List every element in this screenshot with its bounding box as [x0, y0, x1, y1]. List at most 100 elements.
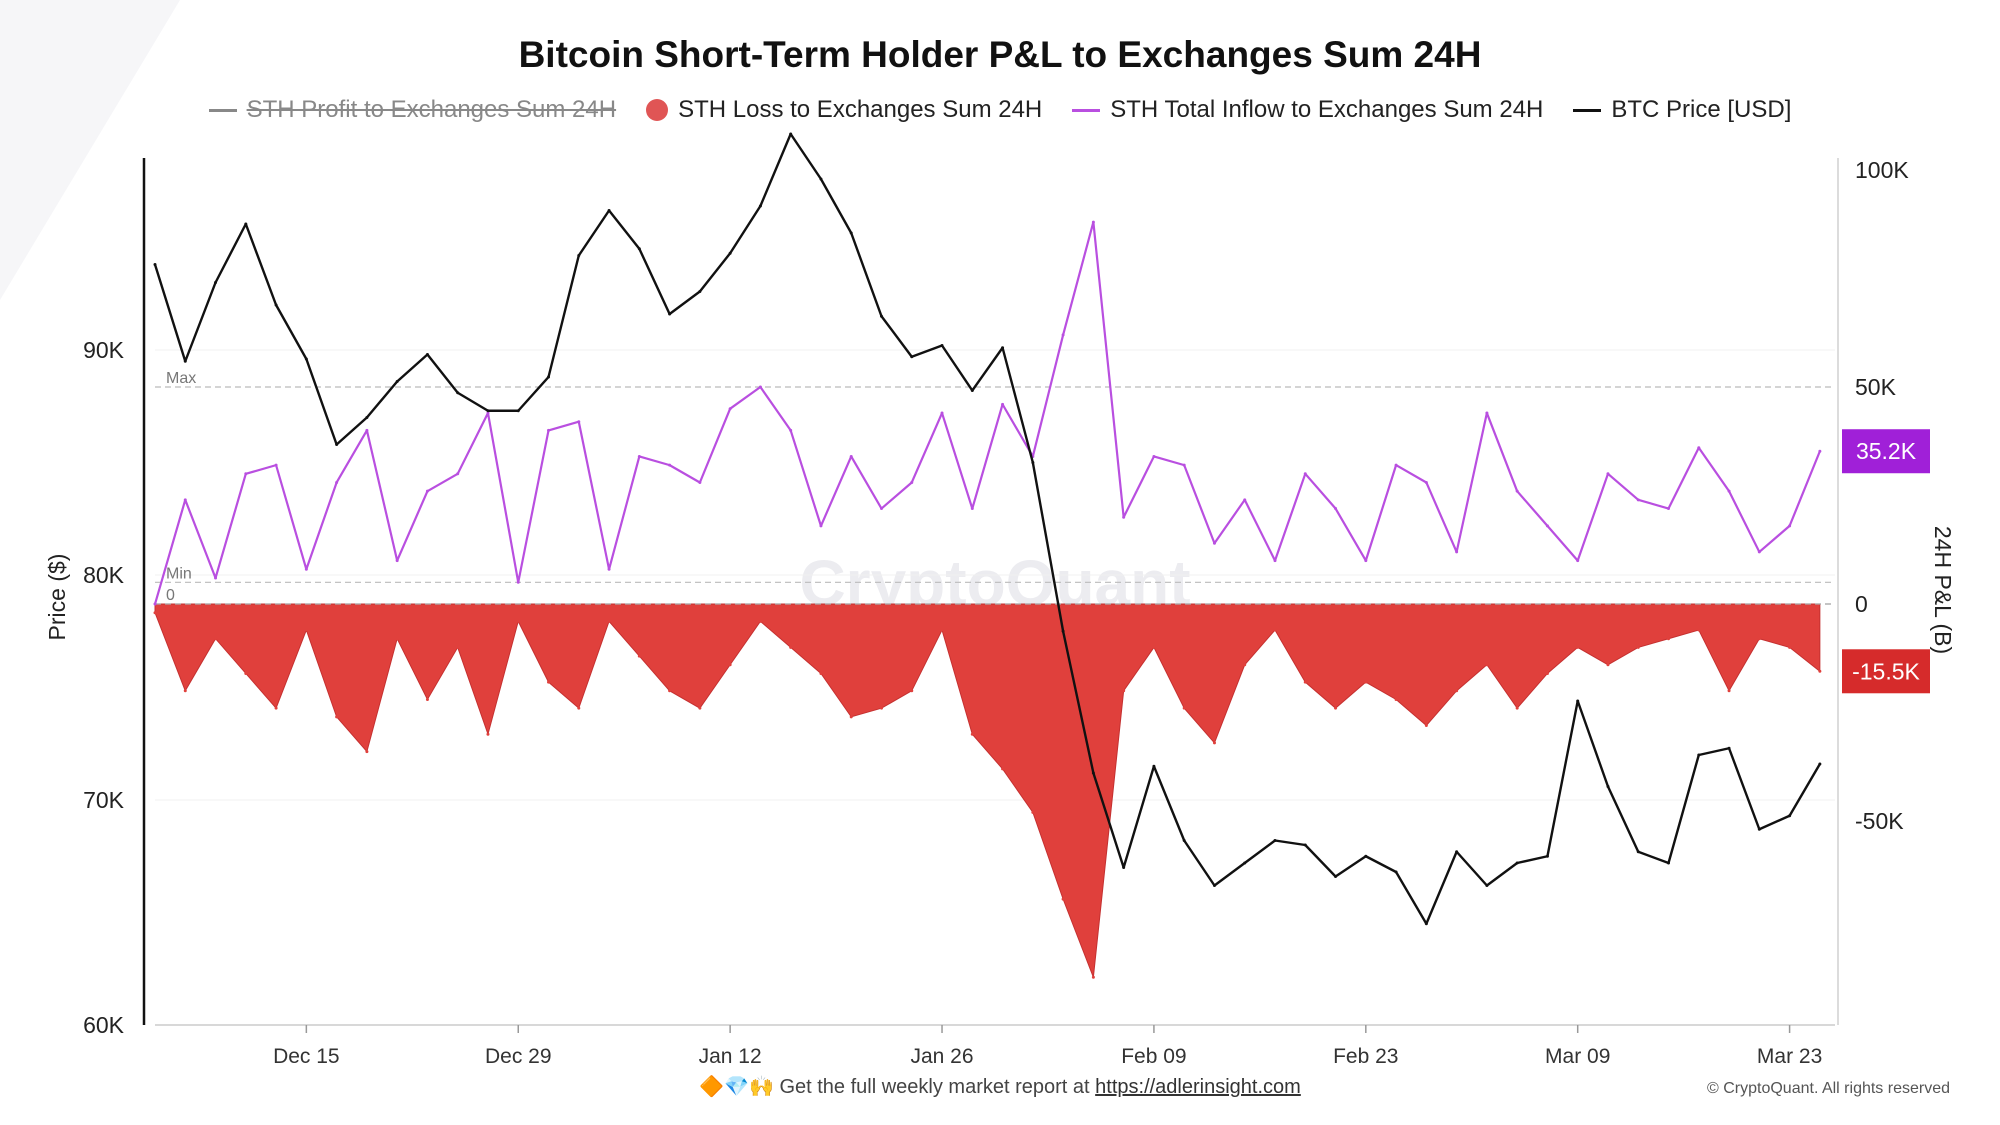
loss-data-point — [1061, 897, 1065, 901]
loss-data-point — [1667, 637, 1671, 641]
price-data-point — [547, 375, 551, 379]
price-data-point — [486, 409, 490, 413]
loss-data-point — [1152, 645, 1156, 649]
inflow-data-point — [819, 524, 823, 528]
inflow-data-point — [1364, 559, 1368, 563]
loss-data-point — [970, 732, 974, 736]
legend-swatch-line — [1573, 108, 1602, 112]
loss-data-point — [668, 689, 672, 693]
series-sth-loss-area[interactable] — [154, 603, 1821, 978]
price-data-point — [365, 416, 369, 419]
legend-item-sth-loss[interactable]: STH Loss to Exchanges Sum 24H — [646, 96, 1042, 124]
loss-data-point — [1364, 680, 1368, 684]
inflow-data-point — [1485, 411, 1489, 415]
loss-data-point — [1122, 689, 1126, 693]
price-data-point — [1334, 875, 1338, 878]
price-data-point — [577, 254, 581, 257]
inflow-data-point — [698, 480, 702, 484]
price-data-point — [940, 344, 944, 347]
loss-data-point — [849, 715, 853, 719]
inflow-data-point — [1243, 498, 1247, 502]
inflow-data-point — [1424, 480, 1428, 484]
price-data-point — [1485, 884, 1489, 887]
price-data-point — [1515, 861, 1519, 865]
loss-data-point — [456, 645, 460, 649]
price-data-point — [758, 204, 762, 208]
loss-data-point — [577, 706, 581, 710]
legend-swatch-line — [208, 108, 237, 112]
loss-data-point — [1031, 810, 1035, 814]
price-data-point — [607, 209, 611, 212]
reference-line-label: Min — [166, 565, 192, 582]
loss-data-point — [728, 663, 732, 667]
series-sth-inflow-line[interactable] — [153, 220, 1821, 605]
inflow-data-point — [274, 463, 278, 467]
loss-data-point — [698, 706, 702, 710]
inflow-data-point — [879, 507, 883, 511]
loss-data-point — [1636, 645, 1640, 649]
legend-label: STH Loss to Exchanges Sum 24H — [678, 96, 1043, 123]
loss-data-point — [425, 697, 429, 701]
inflow-data-point — [1061, 333, 1065, 337]
inflow-data-point — [365, 428, 369, 432]
price-data-point — [1576, 699, 1580, 703]
inflow-data-point — [547, 428, 551, 432]
footer: 🔶💎🙌 Get the full weekly market report at… — [0, 1074, 2000, 1099]
inflow-data-point — [425, 489, 429, 493]
inflow-data-point — [789, 428, 793, 432]
legend-item-sth-profit[interactable]: STH Profit to Exchanges Sum 24H — [208, 96, 616, 124]
loss-data-point — [486, 732, 490, 736]
loss-data-point — [214, 637, 218, 641]
inflow-data-point — [970, 507, 974, 511]
inflow-data-point — [1788, 524, 1792, 528]
price-data-point — [335, 443, 339, 446]
inflow-data-point — [1273, 559, 1277, 563]
loss-data-point — [1424, 724, 1428, 728]
inflow-data-point — [1001, 402, 1005, 406]
x-tick-label: Feb 23 — [1333, 1045, 1398, 1068]
price-data-point — [1152, 764, 1156, 768]
legend-swatch-line — [1072, 108, 1101, 112]
loss-data-point — [879, 706, 883, 710]
legend-swatch-dot — [646, 99, 669, 121]
price-data-point — [970, 389, 974, 392]
price-data-point — [1122, 866, 1126, 869]
loss-data-point — [244, 671, 248, 675]
inflow-data-point — [1152, 454, 1156, 458]
price-data-point — [425, 353, 429, 356]
loss-data-point — [335, 715, 339, 719]
price-data-point — [1788, 814, 1792, 818]
inflow-data-point — [668, 463, 672, 467]
inflow-data-point — [1757, 550, 1761, 554]
loss-data-point — [819, 671, 823, 675]
loss-data-point — [183, 689, 187, 693]
loss-data-point — [1334, 706, 1338, 710]
price-data-point — [1757, 827, 1761, 831]
loss-data-point — [1727, 689, 1731, 693]
inflow-data-point — [1091, 220, 1095, 224]
price-data-point — [395, 380, 399, 383]
price-data-point — [637, 247, 641, 251]
price-data-point — [910, 355, 914, 359]
price-data-point — [1606, 785, 1610, 788]
loss-data-point — [1303, 680, 1307, 684]
legend-item-sth-inflow[interactable]: STH Total Inflow to Exchanges Sum 24H — [1072, 96, 1543, 124]
footer-link[interactable]: https://adlerinsight.com — [1095, 1076, 1301, 1098]
inflow-data-point — [758, 385, 762, 389]
price-data-point — [214, 281, 218, 284]
price-data-point — [849, 231, 853, 235]
y-right-axis-label: 24H P&L (B) — [1930, 526, 1956, 654]
x-tick-label: Jan 12 — [699, 1045, 762, 1068]
x-tick-label: Mar 09 — [1545, 1045, 1610, 1068]
inflow-data-point — [395, 559, 399, 563]
footer-text: Get the full weekly market report at — [779, 1076, 1090, 1098]
inflow-data-point — [1394, 463, 1398, 467]
chart-title: Bitcoin Short-Term Holder P&L to Exchang… — [518, 34, 1482, 75]
series-btc-price-line[interactable] — [153, 132, 1821, 925]
loss-data-point — [1182, 706, 1186, 710]
legend-item-btc-price[interactable]: BTC Price [USD] — [1573, 96, 1791, 124]
price-data-point — [1455, 850, 1459, 854]
x-tick-label: Jan 26 — [910, 1045, 973, 1068]
reference-line-label: Max — [166, 370, 196, 387]
